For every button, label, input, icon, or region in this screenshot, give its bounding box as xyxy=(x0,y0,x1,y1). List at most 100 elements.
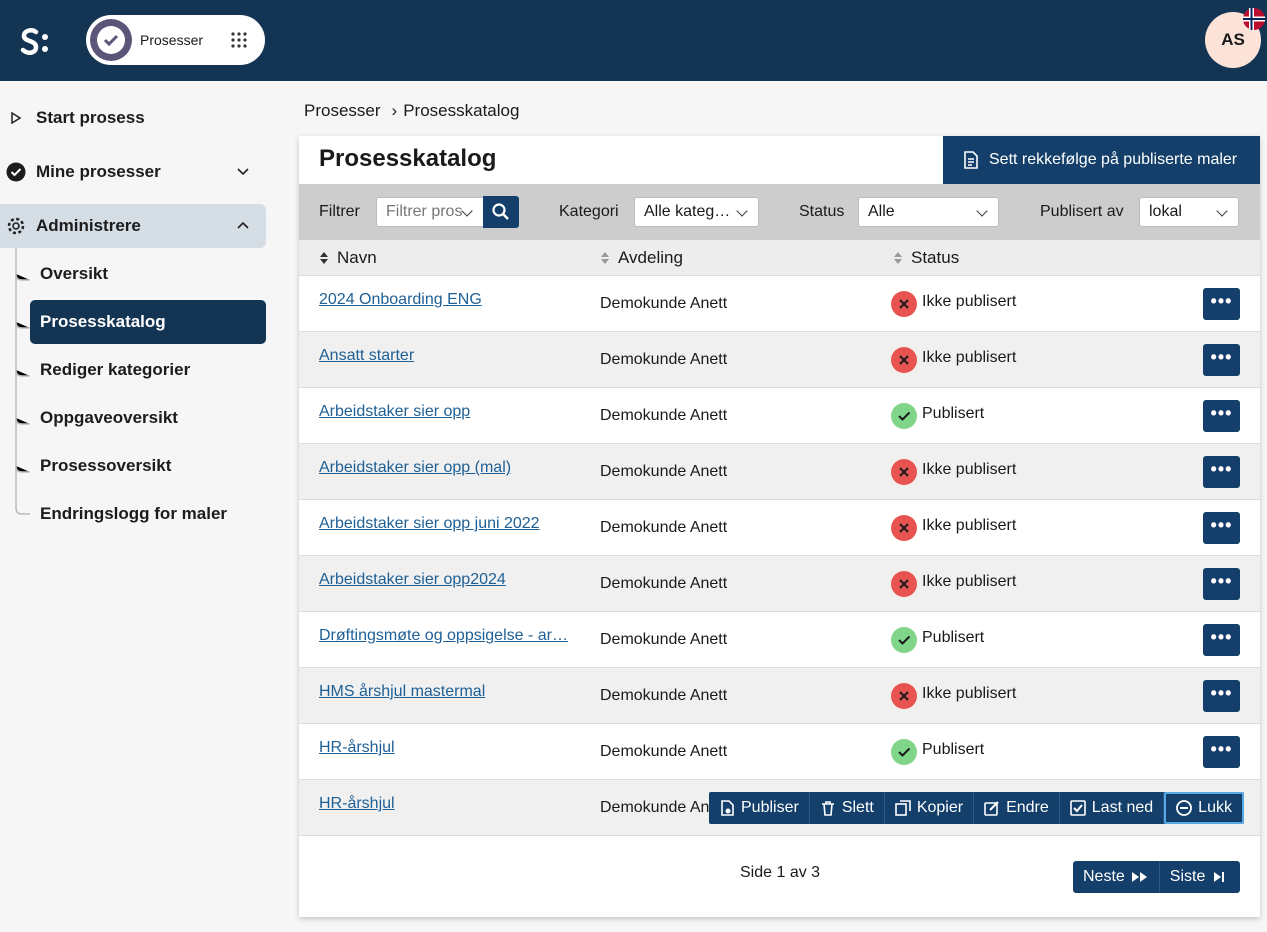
department: Demokunde Anett xyxy=(600,407,728,424)
column-header[interactable]: Status xyxy=(893,248,959,268)
grid-icon xyxy=(231,32,247,48)
table-row: Arbeidstaker sier opp (mal) Demokunde Ane… xyxy=(299,444,1260,500)
page-info: Side 1 av 3 xyxy=(740,864,821,881)
status-icon xyxy=(891,683,917,714)
process-link[interactable]: Arbeidstaker sier opp2024 xyxy=(319,571,506,588)
header-label: Avdeling xyxy=(618,248,683,267)
row-menu-button[interactable]: ••• xyxy=(1203,400,1240,432)
process-link[interactable]: Drøftingsmøte og oppsigelse - ar… xyxy=(319,627,568,644)
filter-label: Status xyxy=(799,203,845,220)
row-action[interactable]: Publiser xyxy=(709,792,810,824)
status-icon xyxy=(891,403,917,434)
nav-item[interactable]: Start prosess xyxy=(0,96,266,140)
pagination-buttons: Neste Siste xyxy=(1073,861,1240,893)
app-icon xyxy=(90,19,132,61)
status-icon xyxy=(891,627,917,658)
action-label: Endre xyxy=(1006,799,1049,816)
top-bar: Prosesser AS xyxy=(0,0,1267,81)
status-icon xyxy=(891,515,917,546)
table-row: Ansatt starter Demokunde Anett Ikke publis… xyxy=(299,332,1260,388)
order-button[interactable]: Sett rekkefølge på publiserte maler xyxy=(943,136,1260,184)
nav-subitem[interactable]: Oversikt xyxy=(40,264,109,283)
row-menu-button[interactable]: ••• xyxy=(1203,736,1240,768)
app-switcher[interactable]: Prosesser xyxy=(86,15,265,65)
process-link[interactable]: Arbeidstaker sier opp juni 2022 xyxy=(319,515,540,532)
row-menu-button[interactable]: ••• xyxy=(1203,344,1240,376)
status-icon xyxy=(891,347,917,378)
last-button[interactable]: Siste xyxy=(1160,861,1238,893)
status-icon xyxy=(891,739,917,770)
row-menu-button[interactable]: ••• xyxy=(1203,624,1240,656)
department: Demokunde Anett xyxy=(600,351,728,368)
row-menu-button[interactable]: ••• xyxy=(1203,456,1240,488)
logo[interactable] xyxy=(18,26,52,60)
header-label: Status xyxy=(911,248,960,267)
table-row: 2024 Onboarding ENG Demokunde Anett Ikke p… xyxy=(299,276,1260,332)
process-link[interactable]: HR-årshjul xyxy=(319,739,395,756)
process-link[interactable]: Arbeidstaker sier opp xyxy=(319,403,471,420)
nav-label: Start prosess xyxy=(36,108,145,127)
sidebar: Start prosess Mine prosesser Administrer… xyxy=(0,81,280,932)
status: Ikke publisert xyxy=(922,517,1017,534)
column-header[interactable]: Avdeling xyxy=(600,248,683,268)
nav-item[interactable]: Administrere xyxy=(0,204,266,248)
row-action[interactable]: Endre xyxy=(974,792,1060,824)
filter-bar: Filtrer Filtrer pros Kategori Alle kateg… xyxy=(299,184,1260,240)
row-action-bar: Publiser Slett Kopier Endre Last ned Lukk xyxy=(709,792,1244,824)
crumb[interactable]: Prosesser xyxy=(304,101,381,120)
app-name: Prosesser xyxy=(140,32,204,48)
action-label: Kopier xyxy=(916,799,964,816)
card-title: Prosesskatalog xyxy=(319,145,497,172)
department: Demokunde Anett xyxy=(600,743,728,760)
department: Demokunde Anett xyxy=(600,519,728,536)
nav-subitem[interactable]: Oppgaveoversikt xyxy=(40,408,178,427)
nav-label: Mine prosesser xyxy=(36,162,161,181)
table-row: HR-årshjul Demokunde Anett Publisert ••• xyxy=(299,724,1260,780)
status-icon xyxy=(891,459,917,490)
department: Demokunde Anett xyxy=(600,575,728,592)
row-action[interactable]: Last ned xyxy=(1060,792,1165,824)
status: Ikke publisert xyxy=(922,349,1017,366)
status: Ikke publisert xyxy=(922,573,1017,590)
row-menu-button[interactable]: ••• xyxy=(1203,512,1240,544)
search-button[interactable] xyxy=(483,196,519,228)
filter-label: Kategori xyxy=(559,203,619,220)
process-link[interactable]: HMS årshjul mastermal xyxy=(319,683,486,700)
row-menu-button[interactable]: ••• xyxy=(1203,288,1240,320)
process-link[interactable]: HR-årshjul xyxy=(319,795,395,812)
breadcrumb: Prosesser › Prosesskatalog xyxy=(304,101,519,121)
process-link[interactable]: 2024 Onboarding ENG xyxy=(319,291,482,308)
table-row: Arbeidstaker sier opp Demokunde Anett Publ… xyxy=(299,388,1260,444)
department: Demokunde Anett xyxy=(600,799,728,816)
nav-subitem[interactable]: Prosesskatalog xyxy=(30,300,266,344)
status: Publisert xyxy=(922,405,985,422)
nav-subitem[interactable]: Endringslogg for maler xyxy=(40,504,228,523)
table-row: Drøftingsmøte og oppsigelse - ar… Demokun… xyxy=(299,612,1260,668)
button-label: Neste xyxy=(1083,868,1125,885)
row-action[interactable]: Slett xyxy=(810,792,885,824)
department: Demokunde Anett xyxy=(600,631,728,648)
nav-item[interactable]: Mine prosesser xyxy=(0,150,266,194)
process-link[interactable]: Arbeidstaker sier opp (mal) xyxy=(319,459,512,476)
nav-subitem[interactable]: Prosessoversikt xyxy=(40,456,172,475)
row-menu-button[interactable]: ••• xyxy=(1203,680,1240,712)
status: Ikke publisert xyxy=(922,293,1017,310)
nav-label: Administrere xyxy=(36,216,141,235)
row-menu-button[interactable]: ••• xyxy=(1203,568,1240,600)
header-label: Navn xyxy=(337,248,377,267)
next-button[interactable]: Neste xyxy=(1073,861,1160,893)
status: Publisert xyxy=(922,629,985,646)
nav-subitem[interactable]: Rediger kategorier xyxy=(40,360,191,379)
publisher-select[interactable]: lokal xyxy=(1139,197,1239,227)
column-header[interactable]: Navn xyxy=(319,248,377,268)
status-select[interactable]: Alle xyxy=(858,197,999,227)
process-link[interactable]: Ansatt starter xyxy=(319,347,415,364)
flag[interactable] xyxy=(1242,7,1266,31)
button-label: Siste xyxy=(1169,868,1206,885)
category-select[interactable]: Alle kateg… xyxy=(634,197,759,227)
search-input[interactable]: Filtrer pros xyxy=(376,197,484,227)
row-action[interactable]: Lukk xyxy=(1164,792,1244,824)
row-action[interactable]: Kopier xyxy=(885,792,975,824)
filter-label: Publisert av xyxy=(1040,203,1124,220)
